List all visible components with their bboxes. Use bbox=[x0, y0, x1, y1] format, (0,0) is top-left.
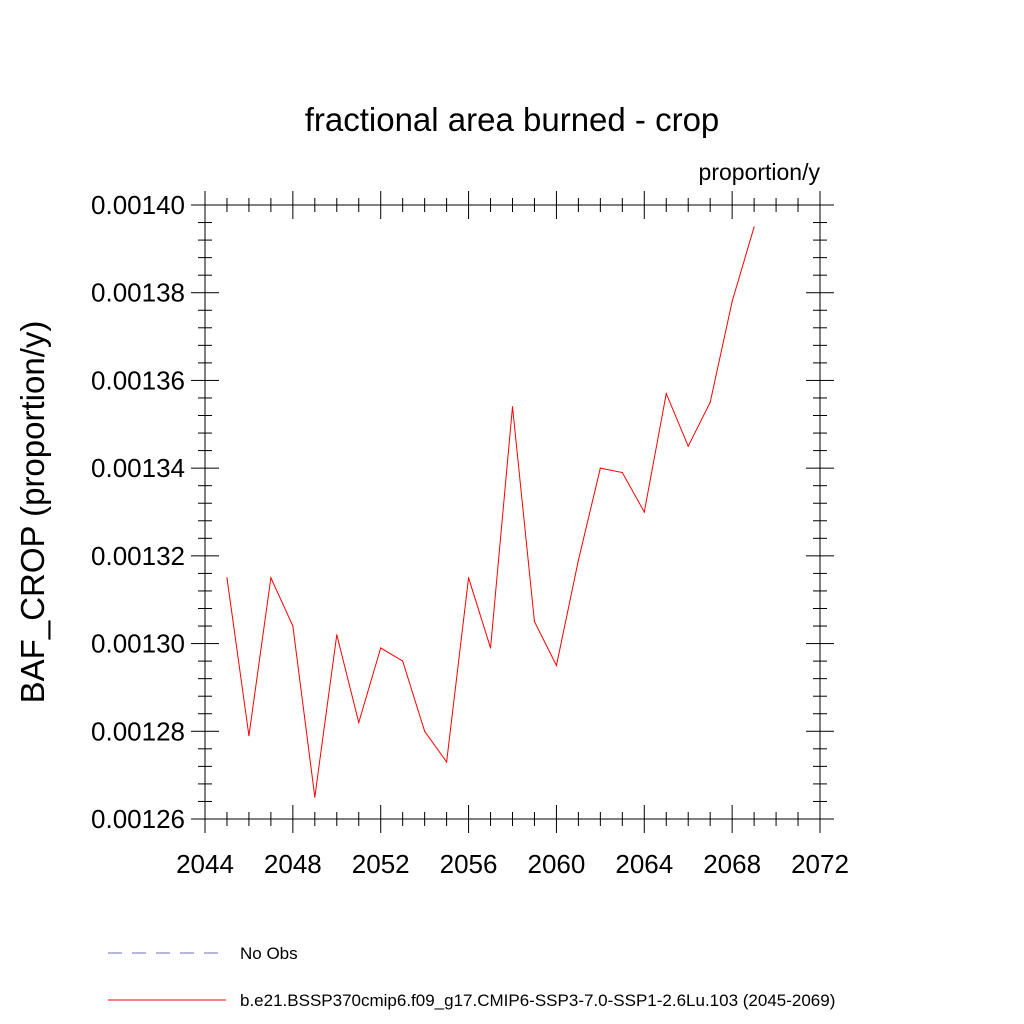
x-tick-label: 2064 bbox=[615, 849, 673, 879]
x-tick-label: 2056 bbox=[440, 849, 498, 879]
x-tick-label: 2048 bbox=[264, 849, 322, 879]
data-point bbox=[621, 471, 623, 474]
y-tick-label: 0.00140 bbox=[91, 190, 185, 220]
data-point bbox=[248, 735, 250, 737]
legend-label: No Obs bbox=[240, 944, 298, 963]
data-point bbox=[577, 559, 579, 561]
x-tick-label: 2072 bbox=[791, 849, 849, 879]
y-axis-label: BAF_CROP (proportion/y) bbox=[14, 321, 51, 704]
x-tick-labels: 2044 2048 2052 2056 2060 2064 2068 2072 bbox=[176, 849, 849, 879]
data-point bbox=[599, 467, 601, 469]
data-point bbox=[380, 647, 382, 649]
data-point bbox=[687, 445, 689, 447]
data-point bbox=[665, 392, 667, 395]
data-point bbox=[402, 660, 404, 662]
y-tick-label: 0.00138 bbox=[91, 278, 185, 308]
y-tick-label: 0.00132 bbox=[91, 541, 185, 571]
legend-label: b.e21.BSSP370cmip6.f09_g17.CMIP6-SSP3-7.… bbox=[240, 991, 835, 1010]
y-tick-labels: 0.00126 0.00128 0.00130 0.00132 0.00134 0.001… bbox=[91, 190, 185, 834]
x-tick-label: 2060 bbox=[528, 849, 586, 879]
data-point bbox=[555, 664, 558, 667]
data-point bbox=[314, 796, 316, 798]
data-point bbox=[446, 761, 448, 763]
axis-ticks bbox=[191, 191, 834, 833]
data-point bbox=[467, 577, 470, 579]
y-tick-label: 0.00130 bbox=[91, 629, 185, 659]
series-line-0 bbox=[226, 226, 755, 798]
legend: No Obs b.e21.BSSP370cmip6.f09_g17.CMIP6-S… bbox=[108, 944, 835, 1010]
chart-title: fractional area burned - crop bbox=[305, 101, 720, 138]
y-tick-label: 0.00134 bbox=[91, 453, 185, 483]
data-point bbox=[643, 511, 645, 513]
data-point bbox=[336, 634, 338, 636]
x-tick-label: 2068 bbox=[703, 849, 761, 879]
data-point bbox=[226, 577, 228, 579]
data-point bbox=[753, 226, 755, 228]
plot-frame bbox=[204, 204, 821, 820]
y-tick-label: 0.00126 bbox=[91, 804, 185, 834]
x-tick-label: 2044 bbox=[176, 849, 234, 879]
units-label: proportion/y bbox=[699, 159, 821, 185]
y-tick-label: 0.00128 bbox=[91, 716, 185, 746]
y-tick-label: 0.00136 bbox=[91, 365, 185, 395]
data-point bbox=[270, 577, 272, 579]
data-point bbox=[709, 401, 711, 403]
data-point bbox=[424, 730, 426, 732]
data-point bbox=[489, 647, 492, 649]
x-tick-label: 2052 bbox=[352, 849, 410, 879]
data-point bbox=[292, 625, 294, 627]
data-point bbox=[533, 621, 536, 623]
data-point bbox=[731, 300, 733, 303]
data-point bbox=[358, 721, 360, 724]
series-layer bbox=[226, 226, 755, 798]
data-point bbox=[511, 406, 514, 408]
